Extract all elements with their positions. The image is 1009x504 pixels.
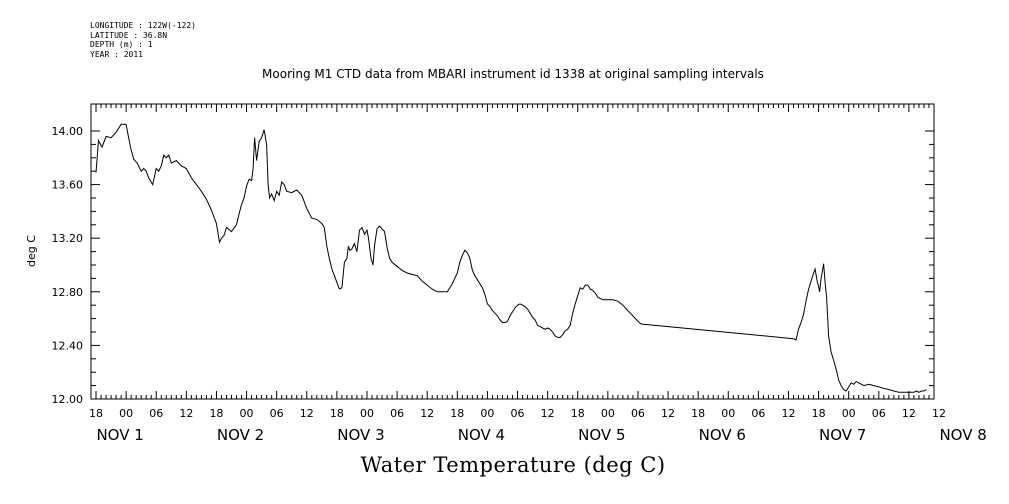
depth-text: DEPTH (m) : 1 xyxy=(90,40,153,49)
x-day-label: NOV 5 xyxy=(578,426,625,444)
y-tick-label: 12.80 xyxy=(52,286,84,299)
plot-frame xyxy=(90,103,935,400)
x-tick-label: 12 xyxy=(179,407,193,420)
y-tick-label: 13.20 xyxy=(52,232,84,245)
y-axis-label: deg C xyxy=(25,235,38,267)
x-tick-label: 00 xyxy=(119,407,133,420)
x-tick-label: 18 xyxy=(330,407,344,420)
x-tick-label: 00 xyxy=(360,407,374,420)
latitude-text: LATITUDE : 36.8N xyxy=(90,30,168,40)
x-tick-label: 06 xyxy=(270,407,284,420)
x-tick-label: 00 xyxy=(721,407,735,420)
x-tick-label: 00 xyxy=(480,407,494,420)
x-tick-label: 18 xyxy=(571,407,585,420)
x-tick-label: 06 xyxy=(751,407,765,420)
x-tick-label: 12 xyxy=(781,407,795,420)
year-text: YEAR : 2011 xyxy=(90,49,143,59)
x-tick-label: 12 xyxy=(932,407,946,420)
x-tick-label: 06 xyxy=(149,407,163,420)
x-axis-label: Water Temperature (deg C) xyxy=(360,453,666,477)
x-tick-label: 00 xyxy=(842,407,856,420)
x-tick-label: 12 xyxy=(541,407,555,420)
y-tick-label: 14.00 xyxy=(52,125,84,138)
x-tick-label: 18 xyxy=(691,407,705,420)
x-tick-label: 06 xyxy=(511,407,525,420)
chart-title: Mooring M1 CTD data from MBARI instrumen… xyxy=(262,67,764,81)
x-day-label: NOV 8 xyxy=(939,426,986,444)
x-day-label: NOV 2 xyxy=(217,426,264,444)
x-day-label: NOV 6 xyxy=(699,426,746,444)
x-tick-label: 18 xyxy=(209,407,223,420)
temperature-series-line xyxy=(95,123,927,393)
x-tick-label: 00 xyxy=(601,407,615,420)
x-tick-label: 12 xyxy=(902,407,916,420)
x-day-label: NOV 1 xyxy=(96,426,143,444)
y-tick-label: 13.60 xyxy=(52,179,84,192)
x-day-label: NOV 7 xyxy=(819,426,866,444)
x-tick-label: 00 xyxy=(240,407,254,420)
x-tick-label: 06 xyxy=(390,407,404,420)
x-tick-label: 18 xyxy=(89,407,103,420)
x-tick-label: 18 xyxy=(450,407,464,420)
x-day-label: NOV 4 xyxy=(458,426,505,444)
x-tick-label: 12 xyxy=(420,407,434,420)
axes-group: 12.00 12.40 12.80 13.20 13.60 14.00 18 00 06 12 18… xyxy=(52,104,987,444)
longitude-text: LONGITUDE : 122W(-122) xyxy=(90,21,196,30)
y-tick-label: 12.40 xyxy=(52,339,84,352)
x-tick-label: 06 xyxy=(872,407,886,420)
x-tick-label: 18 xyxy=(812,407,826,420)
metadata-header: LONGITUDE : 122W(-122) LATITUDE : 36.8N DE… xyxy=(90,21,196,59)
x-day-label: NOV 3 xyxy=(337,426,384,444)
x-tick-label: 06 xyxy=(631,407,645,420)
y-tick-label: 12.00 xyxy=(52,393,84,406)
x-tick-label: 12 xyxy=(300,407,314,420)
x-tick-label: 12 xyxy=(661,407,675,420)
